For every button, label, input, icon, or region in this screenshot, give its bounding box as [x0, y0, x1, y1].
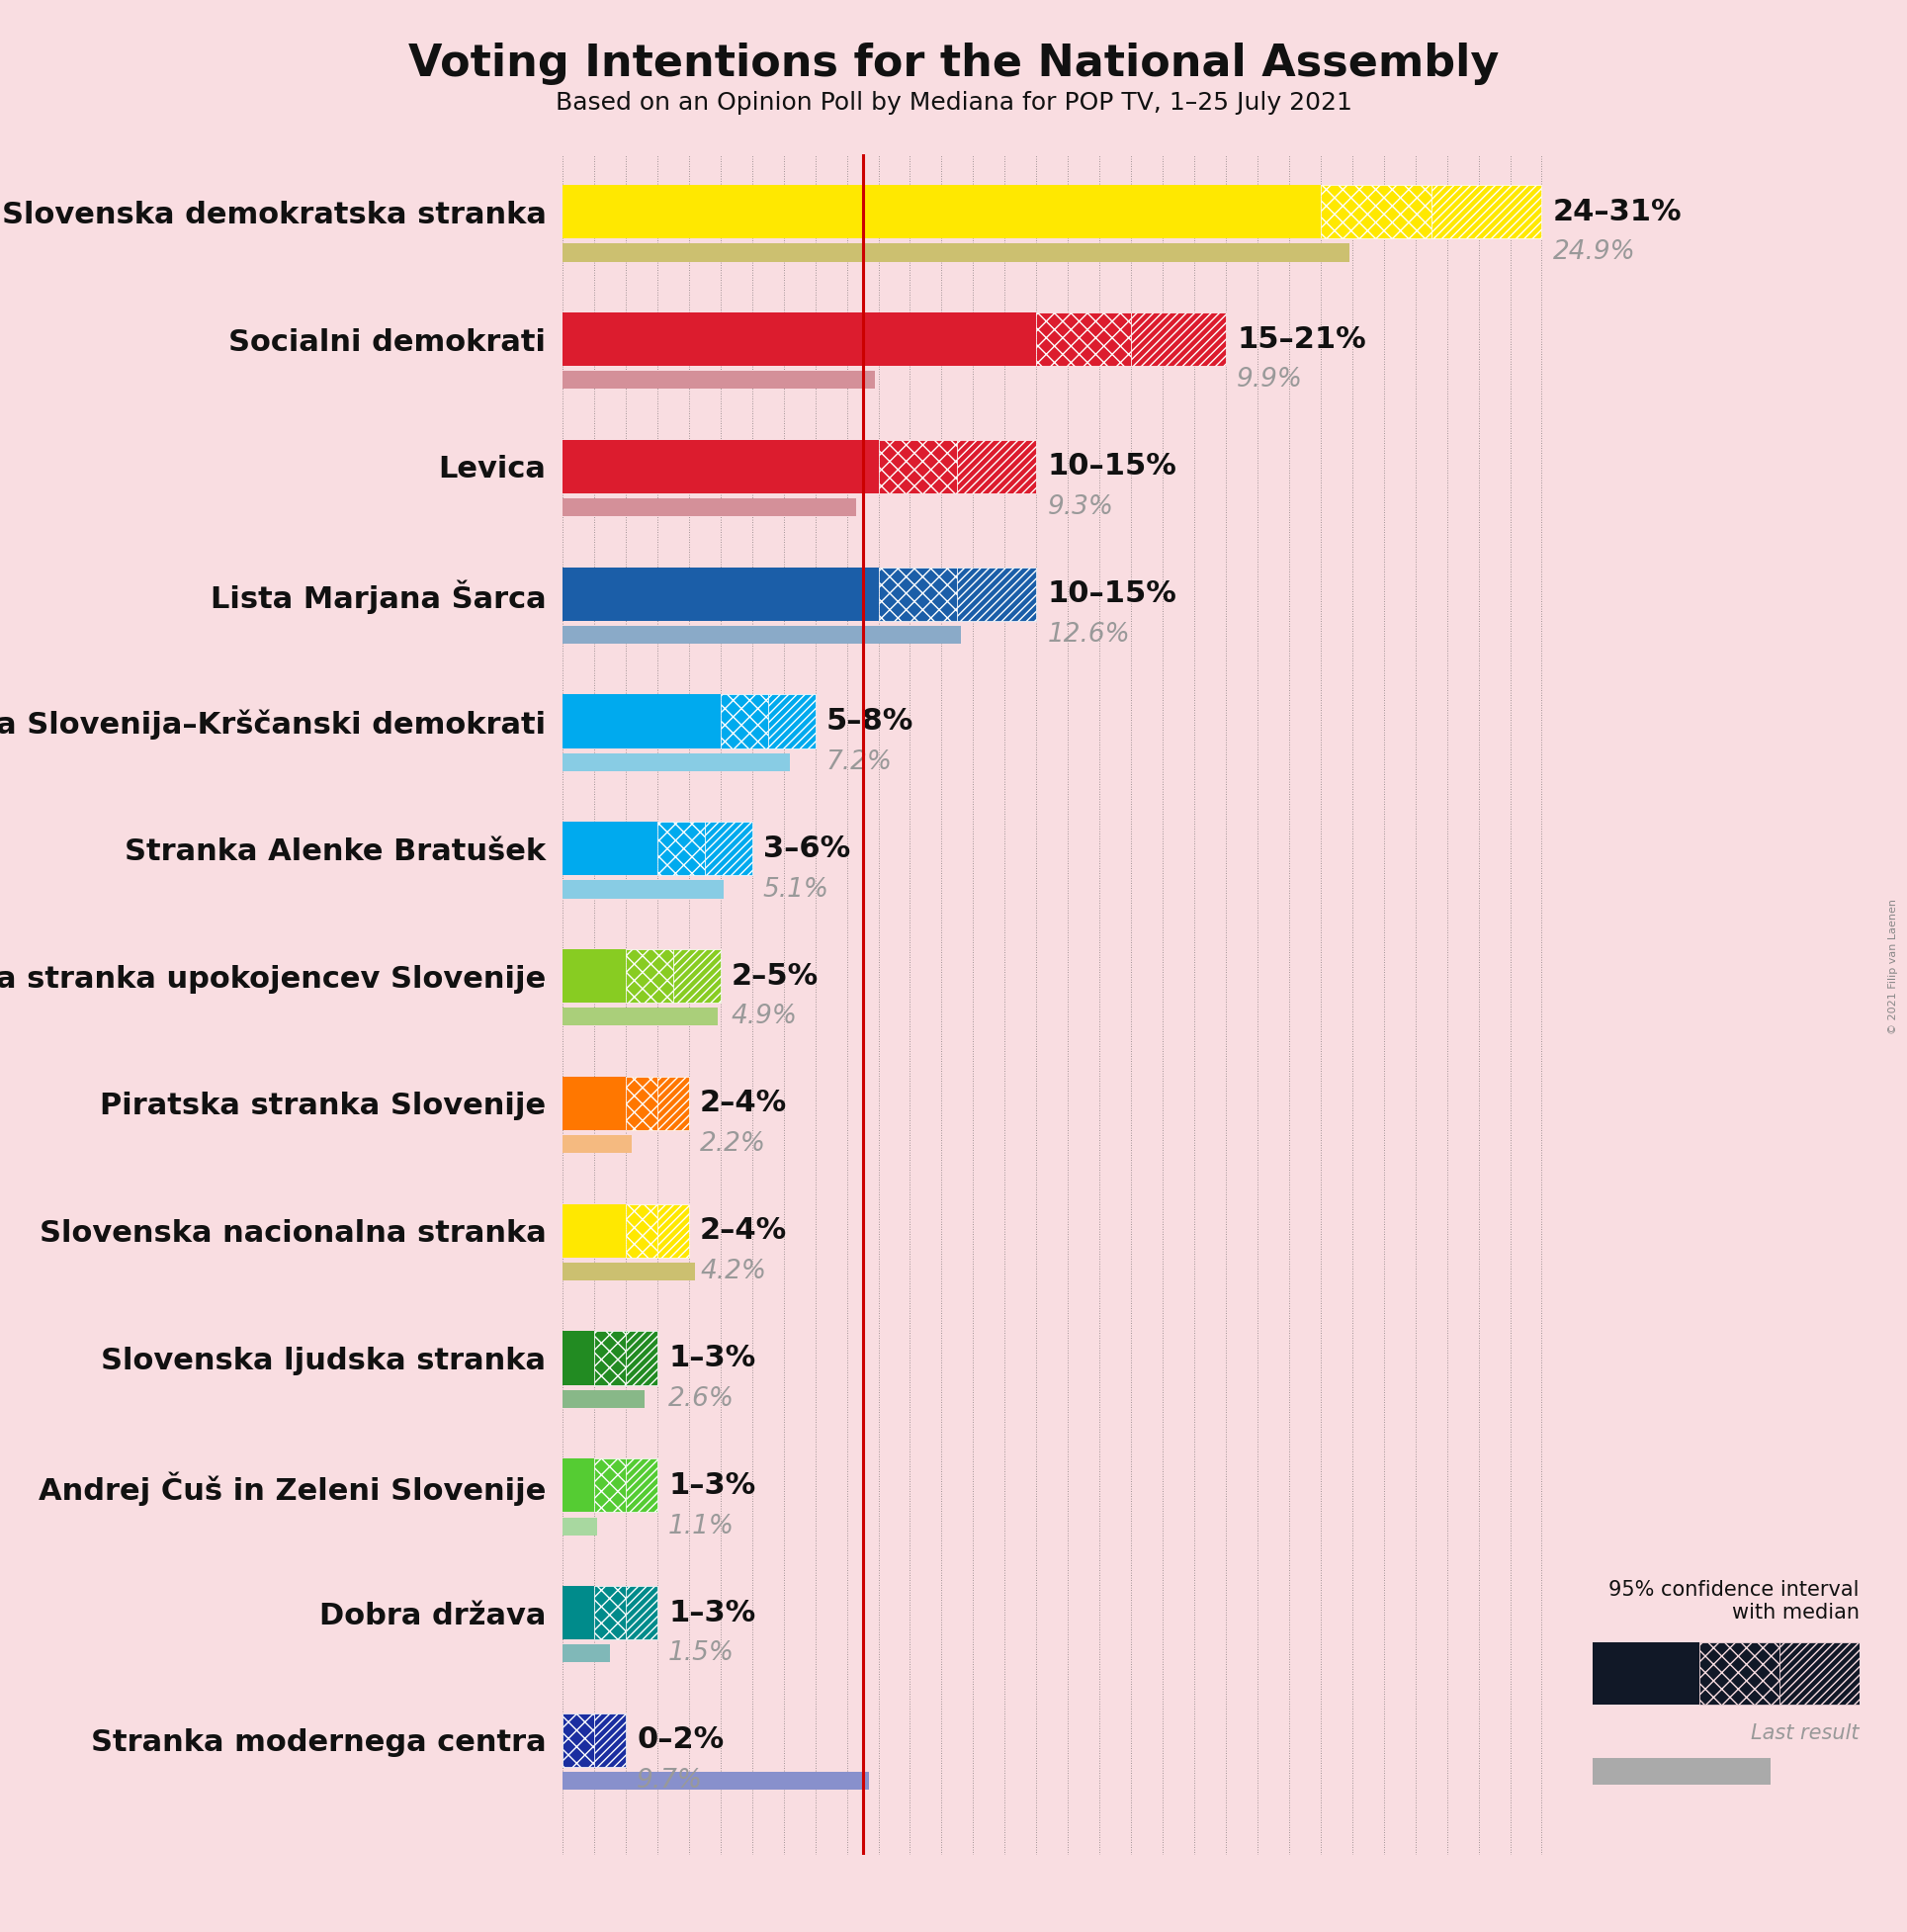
Bar: [563, 1389, 645, 1408]
Text: 10–15%: 10–15%: [1047, 580, 1177, 609]
Bar: [1131, 313, 1226, 365]
Bar: [1592, 1642, 1699, 1704]
Bar: [563, 1136, 631, 1153]
Text: 9.9%: 9.9%: [1238, 367, 1302, 392]
Bar: [957, 440, 1036, 493]
Bar: [563, 568, 879, 620]
Bar: [879, 568, 957, 620]
Bar: [563, 1009, 717, 1026]
Text: 12.6%: 12.6%: [1047, 622, 1131, 647]
Bar: [1592, 1758, 1770, 1785]
Bar: [563, 1517, 597, 1536]
Text: 1–3%: 1–3%: [667, 1345, 755, 1372]
Text: 1.5%: 1.5%: [667, 1640, 734, 1667]
Bar: [1430, 185, 1541, 240]
Bar: [1036, 313, 1131, 365]
Bar: [673, 949, 721, 1003]
Text: © 2021 Filip van Laenen: © 2021 Filip van Laenen: [1888, 898, 1899, 1034]
Bar: [625, 1076, 658, 1130]
Bar: [706, 821, 751, 875]
Bar: [595, 1586, 625, 1640]
Bar: [563, 371, 875, 388]
Text: Last result: Last result: [1751, 1723, 1859, 1743]
Bar: [563, 949, 625, 1003]
Bar: [625, 949, 673, 1003]
Text: 2–4%: 2–4%: [700, 1090, 788, 1119]
Bar: [658, 1076, 688, 1130]
Bar: [563, 185, 1320, 240]
Text: 2–5%: 2–5%: [732, 962, 818, 991]
Text: 4.2%: 4.2%: [700, 1258, 767, 1285]
Bar: [625, 1331, 658, 1385]
Bar: [595, 1459, 625, 1513]
Bar: [1699, 1642, 1779, 1704]
Text: 7.2%: 7.2%: [826, 750, 892, 775]
Bar: [563, 626, 961, 643]
Bar: [563, 1714, 595, 1768]
Bar: [563, 440, 879, 493]
Bar: [563, 243, 1348, 261]
Bar: [563, 753, 789, 771]
Text: Voting Intentions for the National Assembly: Voting Intentions for the National Assem…: [408, 43, 1499, 85]
Bar: [563, 1644, 610, 1662]
Text: 1–3%: 1–3%: [667, 1470, 755, 1499]
Bar: [563, 821, 658, 875]
Bar: [769, 694, 814, 748]
Text: 9.7%: 9.7%: [637, 1768, 704, 1793]
Text: 9.3%: 9.3%: [1047, 495, 1114, 520]
Text: 24–31%: 24–31%: [1552, 197, 1682, 226]
Text: 2.2%: 2.2%: [700, 1132, 767, 1157]
Bar: [658, 1204, 688, 1258]
Text: 24.9%: 24.9%: [1552, 240, 1636, 265]
Text: 15–21%: 15–21%: [1238, 325, 1365, 354]
Bar: [595, 1331, 625, 1385]
Text: 5–8%: 5–8%: [826, 707, 913, 736]
Bar: [625, 1459, 658, 1513]
Bar: [595, 1714, 625, 1768]
Bar: [625, 1204, 658, 1258]
Bar: [563, 881, 723, 898]
Text: 0–2%: 0–2%: [637, 1725, 725, 1754]
Text: 10–15%: 10–15%: [1047, 452, 1177, 481]
Bar: [957, 568, 1036, 620]
Bar: [1320, 185, 1430, 240]
Bar: [563, 694, 721, 748]
Text: 5.1%: 5.1%: [763, 877, 830, 902]
Bar: [879, 440, 957, 493]
Bar: [1779, 1642, 1859, 1704]
Bar: [625, 1586, 658, 1640]
Bar: [563, 1204, 625, 1258]
Text: 3–6%: 3–6%: [763, 835, 851, 864]
Text: 2–4%: 2–4%: [700, 1217, 788, 1244]
Text: 95% confidence interval
with median: 95% confidence interval with median: [1610, 1580, 1859, 1623]
Text: Based on an Opinion Poll by Mediana for POP TV, 1–25 July 2021: Based on an Opinion Poll by Mediana for …: [555, 91, 1352, 114]
Text: 1–3%: 1–3%: [667, 1598, 755, 1627]
Bar: [563, 1772, 870, 1789]
Bar: [658, 821, 706, 875]
Bar: [563, 1331, 595, 1385]
Bar: [563, 498, 856, 516]
Bar: [721, 694, 769, 748]
Bar: [563, 313, 1036, 365]
Bar: [563, 1262, 696, 1281]
Bar: [563, 1076, 625, 1130]
Text: 4.9%: 4.9%: [732, 1005, 797, 1030]
Bar: [563, 1459, 595, 1513]
Bar: [563, 1586, 595, 1640]
Text: 1.1%: 1.1%: [667, 1513, 734, 1540]
Text: 2.6%: 2.6%: [667, 1385, 734, 1412]
